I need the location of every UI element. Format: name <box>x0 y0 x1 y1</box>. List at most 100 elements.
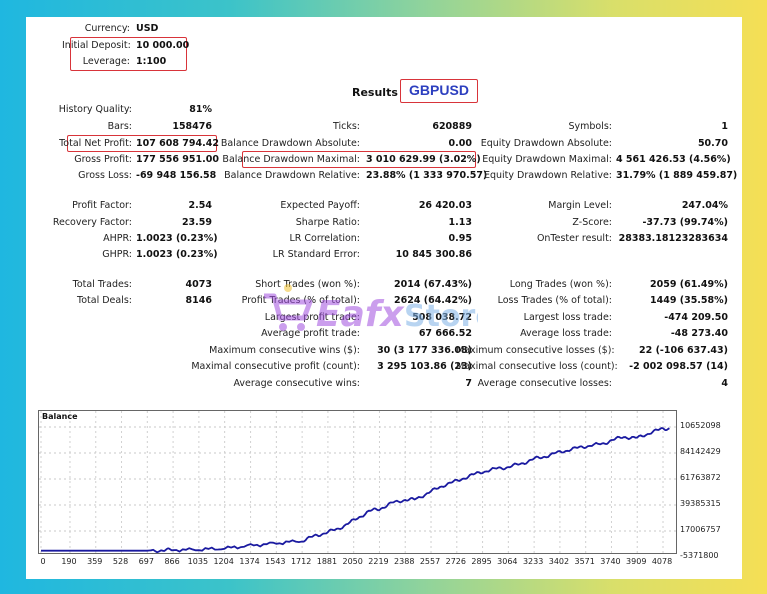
margin-level-value: 247.04% <box>681 200 728 211</box>
avg-consec-wins-value: 7 <box>465 378 472 389</box>
largest-loss-label: Largest loss trade: <box>523 312 612 323</box>
expected-payoff-label: Expected Payoff: <box>280 200 360 211</box>
y-tick-label: 61763872 <box>680 473 721 482</box>
balance-dd-abs-value: 0.00 <box>448 138 472 149</box>
lr-correlation-value: 0.95 <box>448 233 472 244</box>
x-tick-label: 3233 <box>522 557 544 566</box>
balance-dd-rel-label: Balance Drawdown Relative: <box>224 170 360 181</box>
max-consec-losses-label: Maximum consecutive losses ($): <box>456 345 615 356</box>
equity-dd-abs-label: Equity Drawdown Absolute: <box>480 138 612 149</box>
x-tick-label: 359 <box>87 557 103 566</box>
maximal-consec-loss-label: Maximal consecutive loss (count): <box>456 361 618 372</box>
avg-consec-wins-label: Average consecutive wins: <box>233 378 360 389</box>
average-profit-value: 67 666.52 <box>418 328 472 339</box>
short-trades-value: 2014 (67.43%) <box>394 279 472 290</box>
x-tick-label: 2726 <box>445 557 466 566</box>
x-tick-label: 528 <box>112 557 129 566</box>
ghpr-label: GHPR: <box>102 249 132 260</box>
y-tick-label: 10652098 <box>680 421 721 430</box>
x-tick-label: 3740 <box>600 557 621 566</box>
symbols-label: Symbols: <box>568 121 612 132</box>
total-trades-value: 4073 <box>185 279 212 290</box>
leverage-value: 1:100 <box>136 56 167 67</box>
ahpr-value: 1.0023 (0.23%) <box>136 233 218 244</box>
lr-correlation-label: LR Correlation: <box>289 233 361 244</box>
max-consec-wins-value: 30 (3 177 336.08) <box>377 345 472 356</box>
history-quality-label: History Quality: <box>58 104 132 115</box>
ticks-value: 620889 <box>432 121 472 132</box>
initial-deposit-value: 10 000.00 <box>136 40 190 51</box>
net-profit-highlight-box <box>67 135 217 152</box>
avg-consec-losses-value: 4 <box>721 378 728 389</box>
lr-std-error-value: 10 845 300.86 <box>395 249 472 260</box>
x-tick-label: 1881 <box>316 557 338 566</box>
x-tick-label: 3909 <box>626 557 647 566</box>
balance-dd-abs-label: Balance Drawdown Absolute: <box>220 138 360 149</box>
gross-loss-label: Gross Loss: <box>78 170 132 181</box>
x-tick-label: 1035 <box>187 557 209 566</box>
long-trades-label: Long Trades (won %): <box>509 279 612 290</box>
gross-profit-value: 177 556 951.00 <box>136 154 219 165</box>
total-trades-label: Total Trades: <box>72 279 132 290</box>
x-tick-label: 3571 <box>574 557 595 566</box>
average-loss-label: Average loss trade: <box>520 328 612 339</box>
equity-dd-rel-value: 31.79% (1 889 459.87) <box>616 170 738 181</box>
x-tick-label: 2557 <box>419 557 441 566</box>
lr-std-error-label: LR Standard Error: <box>272 249 360 260</box>
loss-trades-value: 1449 (35.58%) <box>650 295 728 306</box>
x-tick-label: 3064 <box>497 557 518 566</box>
total-deals-label: Total Deals: <box>77 295 132 306</box>
equity-dd-max-label: Equity Drawdown Maximal: <box>482 154 612 165</box>
bars-label: Bars: <box>107 121 132 132</box>
ontester-value: 28383.18123283634 <box>618 233 728 244</box>
gross-loss-value: -69 948 156.58 <box>136 170 217 181</box>
x-tick-label: 2388 <box>394 557 415 566</box>
equity-dd-max-value: 4 561 426.53 (4.56%) <box>616 154 731 165</box>
z-score-label: Z-Score: <box>572 217 612 228</box>
total-deals-value: 8146 <box>185 295 212 306</box>
x-tick-label: 1374 <box>239 557 260 566</box>
balance-chart: Balance <box>38 410 677 554</box>
short-trades-label: Short Trades (won %): <box>255 279 360 290</box>
x-tick-label: 0 <box>40 557 46 566</box>
maximal-consec-profit-label: Maximal consecutive profit (count): <box>191 361 360 372</box>
profit-factor-value: 2.54 <box>188 200 212 211</box>
sharpe-ratio-label: Sharpe Ratio: <box>295 217 360 228</box>
max-consec-losses-value: 22 (-106 637.43) <box>639 345 728 356</box>
balance-dd-highlight-box <box>242 151 476 168</box>
symbols-value: 1 <box>721 121 728 132</box>
total-net-profit-label: Total Net Profit: <box>59 138 132 149</box>
y-tick-label: 39385315 <box>680 499 721 508</box>
expected-payoff-value: 26 420.03 <box>418 200 472 211</box>
x-tick-label: 4078 <box>651 557 673 566</box>
average-profit-label: Average profit trade: <box>261 328 360 339</box>
balance-dd-rel-value: 23.88% (1 333 970.57) <box>366 170 488 181</box>
y-tick-label: 84142429 <box>680 447 721 456</box>
x-tick-label: 1204 <box>213 557 234 566</box>
ghpr-value: 1.0023 (0.23%) <box>136 249 218 260</box>
profit-trades-label: Profit Trades (% of total): <box>241 295 360 306</box>
maximal-consec-loss-value: -2 002 098.57 (14) <box>629 361 728 372</box>
ticks-label: Ticks: <box>332 121 360 132</box>
x-tick-label: 3402 <box>548 557 570 566</box>
largest-loss-value: -474 209.50 <box>664 312 728 323</box>
history-quality-value: 81% <box>189 104 212 115</box>
profit-factor-label: Profit Factor: <box>72 200 132 211</box>
bars-value: 158476 <box>172 121 212 132</box>
chart-title: Balance <box>42 412 78 421</box>
x-tick-label: 190 <box>61 557 77 566</box>
x-tick-label: 2219 <box>368 557 389 566</box>
backtest-report: Currency: USD Initial Deposit: 10 000.00… <box>26 17 742 579</box>
results-heading: Results <box>352 86 398 99</box>
margin-level-label: Margin Level: <box>548 200 612 211</box>
deposit-highlight-box <box>70 37 187 71</box>
loss-trades-label: Loss Trades (% of total): <box>497 295 612 306</box>
y-tick-label: -5371800 <box>680 551 719 560</box>
currency-value: USD <box>136 23 159 34</box>
total-net-profit-value: 107 608 794.42 <box>136 138 219 149</box>
recovery-factor-label: Recovery Factor: <box>52 217 132 228</box>
y-tick-label: 17006757 <box>680 525 721 534</box>
balance-chart-plot <box>39 411 676 553</box>
largest-profit-value: 508 038.72 <box>412 312 472 323</box>
x-tick-label: 697 <box>138 557 154 566</box>
